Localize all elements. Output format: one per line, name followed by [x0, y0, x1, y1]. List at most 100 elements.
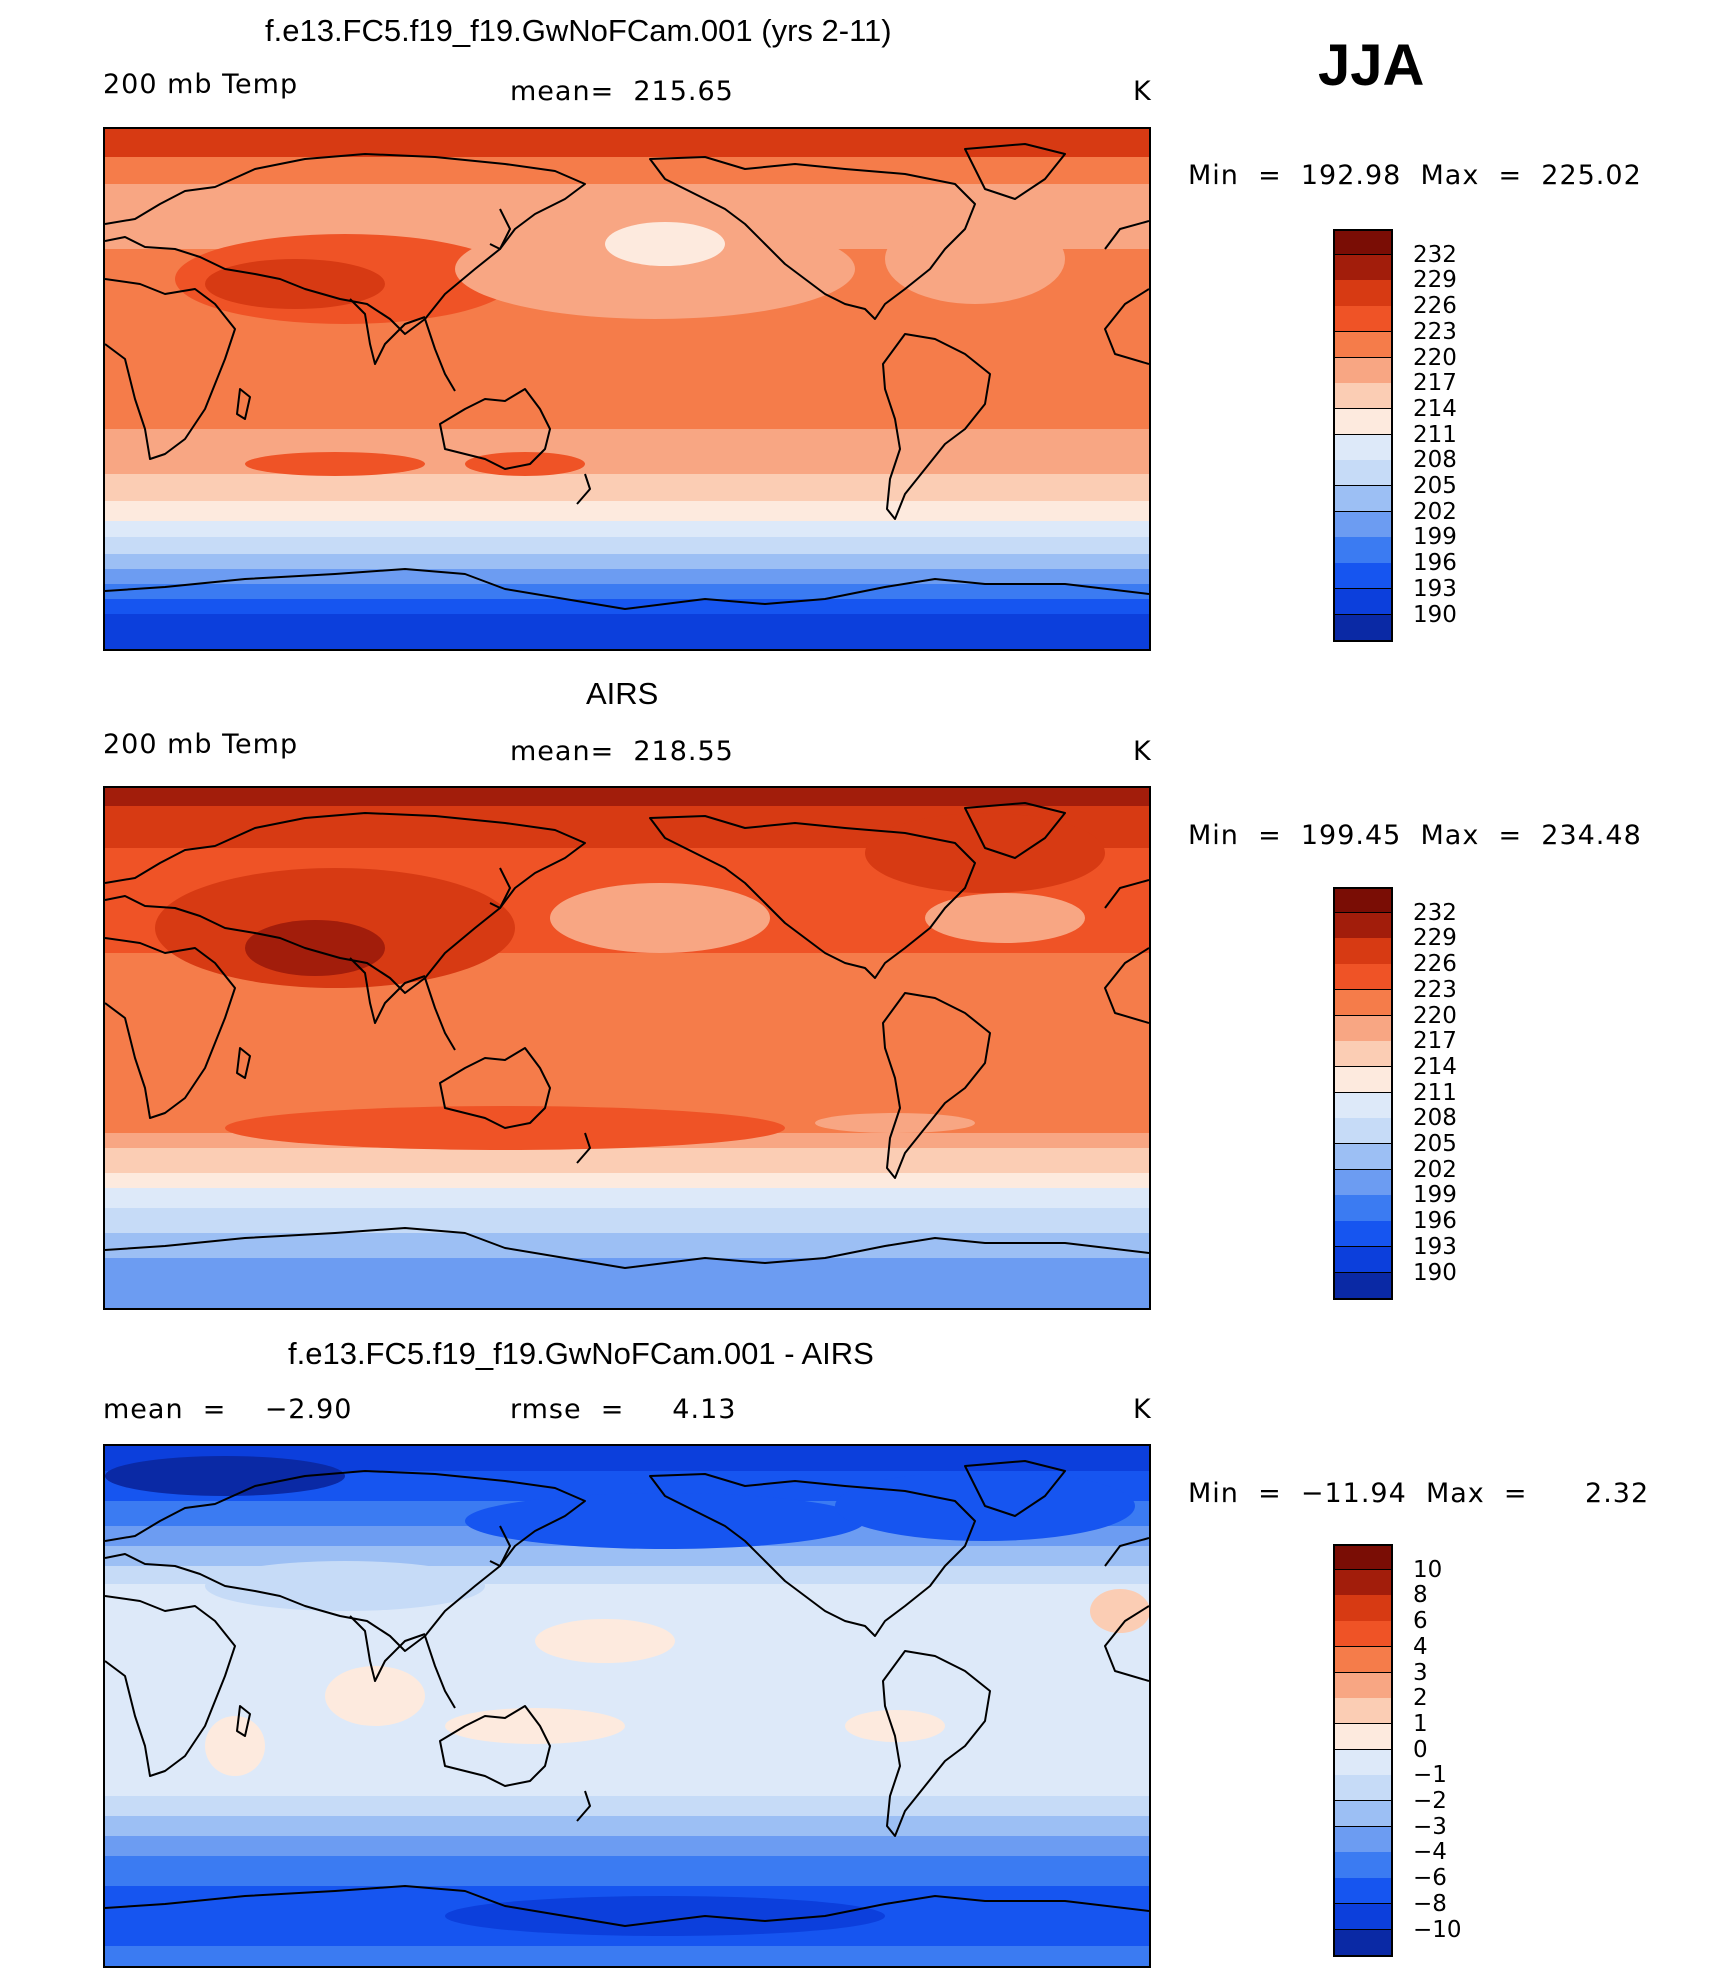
contour-band [105, 537, 1149, 555]
contour-band [105, 1546, 1149, 1567]
colorbar-tick-label: −2 [1413, 1788, 1447, 1814]
coastline [439, 388, 551, 470]
colorbar-cell [1333, 938, 1393, 965]
contour-band [105, 629, 1149, 649]
coastline [1104, 879, 1149, 909]
colorbar-tick-label: 232 [1413, 241, 1457, 268]
contour-band [105, 157, 1149, 185]
contour-region [205, 1561, 485, 1611]
contour-region [445, 1708, 625, 1744]
colorbar-cell [1333, 1801, 1393, 1828]
colorbar-frame [1333, 229, 1393, 643]
colorbar-cell [1333, 383, 1393, 410]
colorbar-cell [1333, 588, 1393, 615]
coastline [649, 815, 976, 979]
contour-band [105, 1856, 1149, 1887]
panel-1-minmax: Min = 192.98 Max = 225.02 [1188, 160, 1642, 191]
contour-band [105, 788, 1149, 807]
contour-band [105, 614, 1149, 630]
colorbar-cell [1333, 1195, 1393, 1222]
contour-region [925, 893, 1085, 943]
colorbar-cell [1333, 1246, 1393, 1273]
contour-band [105, 584, 1149, 600]
colorbar-cell [1333, 964, 1393, 991]
contour-region [205, 1716, 265, 1776]
panel-3-mean-label: mean = −2.90 [103, 1394, 353, 1425]
colorbar-tick-label: 202 [1413, 1156, 1457, 1183]
contour-band [105, 554, 1149, 570]
coastline [349, 957, 426, 1024]
contour-region [1090, 1589, 1149, 1633]
colorbar-tick-label: 229 [1413, 267, 1457, 294]
contour-band [105, 1946, 1149, 1966]
colorbar-tick-label: 229 [1413, 925, 1457, 952]
coastline [964, 1460, 1066, 1517]
coastline [576, 473, 591, 505]
contour-band [105, 1148, 1149, 1174]
contour-band [105, 1233, 1149, 1259]
season-label: JJA [1318, 33, 1425, 98]
colorbar-cell [1333, 1092, 1393, 1119]
colorbar-tick-label: 226 [1413, 293, 1457, 320]
colorbar-cell [1333, 460, 1393, 487]
colorbar-cell [1333, 486, 1393, 513]
colorbar-cell [1333, 1749, 1393, 1776]
contour-band [105, 1208, 1149, 1234]
coastline [1104, 947, 1149, 1024]
coastline [882, 333, 991, 520]
colorbar-tick-label: 211 [1413, 421, 1457, 448]
coastline [349, 298, 426, 365]
coastline [105, 1595, 236, 1777]
contour-band [105, 599, 1149, 615]
coastline [105, 1227, 1149, 1269]
contour-region [455, 219, 855, 319]
panel-3-map [103, 1444, 1151, 1968]
contour-band [105, 569, 1149, 585]
coastline [964, 802, 1066, 859]
panel-3-map-svg [105, 1446, 1149, 1966]
colorbar-tick-label: 196 [1413, 550, 1457, 577]
colorbar-cell [1333, 357, 1393, 384]
coastline [1104, 220, 1149, 250]
colorbar-cell [1333, 1826, 1393, 1853]
colorbar-tick-label: 10 [1413, 1556, 1443, 1583]
contour-region [325, 1666, 425, 1726]
panel-3-title: f.e13.FC5.f19_f19.GwNoFCam.001 - AIRS [288, 1336, 874, 1371]
colorbar-cell [1333, 1569, 1393, 1596]
colorbar-tick-label: −6 [1413, 1865, 1447, 1892]
panel-1-mean-label: mean= 215.65 [510, 76, 734, 107]
panel-2-variable-label: 200 mb Temp [103, 729, 299, 760]
colorbar-cell [1333, 1723, 1393, 1751]
colorbar-cell [1333, 1015, 1393, 1042]
colorbar-tick-label: −3 [1413, 1813, 1447, 1840]
panel-1-units: K [1133, 76, 1152, 107]
coastline [424, 318, 456, 392]
colorbar-cell [1333, 887, 1393, 914]
colorbar-tick-label: 223 [1413, 976, 1457, 1003]
coastline [489, 867, 511, 909]
coastline [1104, 288, 1149, 365]
panel-3-minmax: Min = −11.94 Max = 2.32 [1188, 1478, 1650, 1509]
colorbar-tick-label: 232 [1413, 899, 1457, 926]
colorbar-cell [1333, 1852, 1393, 1879]
colorbar-cell [1333, 434, 1393, 461]
contour-region [535, 1619, 675, 1663]
panel-2-map [103, 786, 1151, 1310]
panel-2-minmax: Min = 199.45 Max = 234.48 [1188, 820, 1642, 851]
colorbar-tick-label: 220 [1413, 1002, 1457, 1029]
colorbar-cell [1333, 306, 1393, 333]
colorbar-cell [1333, 1169, 1393, 1196]
coastline [236, 1047, 251, 1079]
colorbar-tick-label: 208 [1413, 1105, 1457, 1132]
colorbar-cell [1333, 1903, 1393, 1930]
contour-region [105, 1456, 345, 1496]
colorbar-tick-label: 217 [1413, 1028, 1457, 1055]
contour-band [105, 1258, 1149, 1289]
contour-region [445, 1896, 885, 1936]
colorbar-tick-label: 199 [1413, 1182, 1457, 1209]
coastline [649, 156, 976, 320]
colorbar-tick-label: −10 [1413, 1916, 1462, 1943]
coastline [439, 1047, 551, 1129]
colorbar-cell [1333, 280, 1393, 307]
panel-2-map-svg [105, 788, 1149, 1308]
